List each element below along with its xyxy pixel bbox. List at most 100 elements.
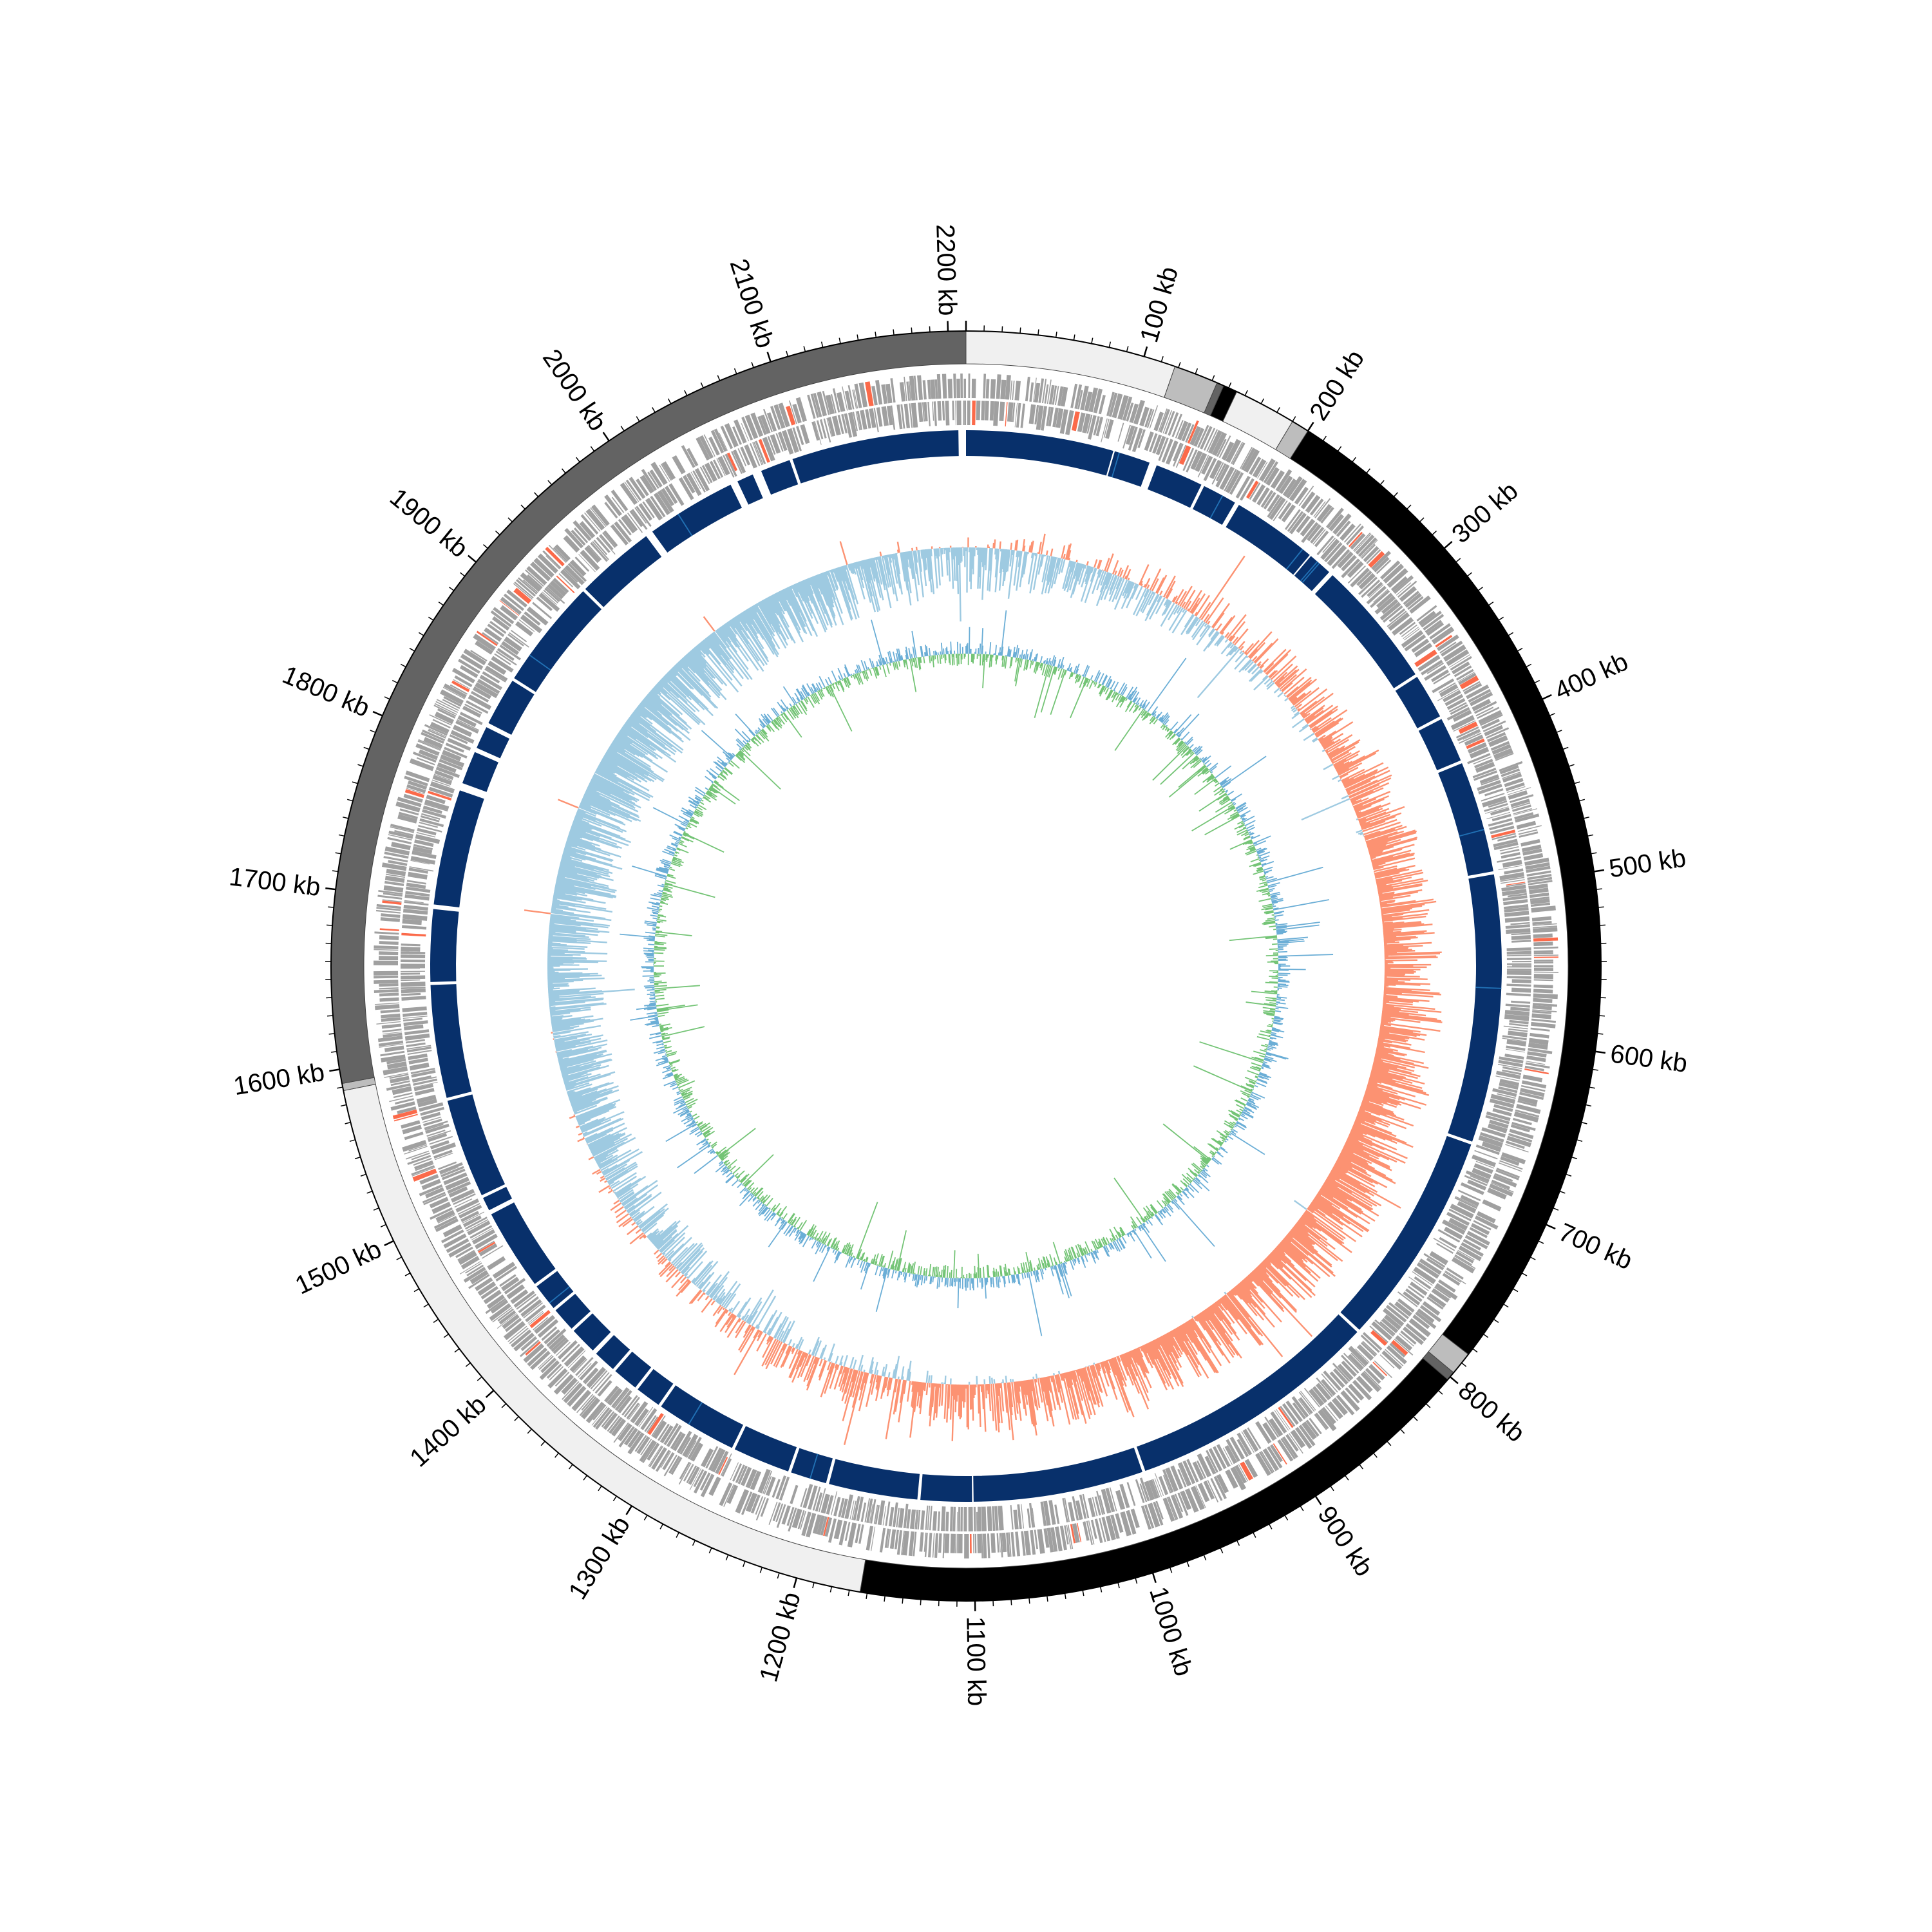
- gene-feature: [1068, 1502, 1075, 1522]
- gc-content-bar: [1041, 555, 1051, 595]
- gc-content-bar: [704, 638, 727, 666]
- gc-skew-bar: [1132, 692, 1140, 703]
- gene-feature: [918, 402, 923, 422]
- gc-content-bar: [1341, 777, 1350, 783]
- gc-content-bar: [910, 551, 919, 601]
- gene-feature: [510, 1329, 532, 1348]
- gene-feature: [410, 1068, 435, 1075]
- gene-feature: [860, 1502, 867, 1522]
- gc-content-bar: [1159, 1336, 1170, 1356]
- minor-tick: [1160, 356, 1164, 363]
- gene-feature: [1511, 1121, 1536, 1132]
- gene-feature: [1504, 1014, 1530, 1021]
- gene-feature: [530, 1350, 551, 1370]
- gc-content-bar: [1272, 1250, 1287, 1264]
- gene-feature: [1417, 1308, 1435, 1323]
- gene-feature: [731, 451, 743, 474]
- gc-skew-bar: [1098, 673, 1104, 684]
- gene-feature: [419, 749, 439, 761]
- minor-tick: [652, 407, 656, 413]
- gc-content-bar: [576, 811, 627, 833]
- gc-content-bar: [842, 1367, 849, 1385]
- gene-feature: [409, 758, 434, 772]
- gene-feature: [1439, 641, 1457, 654]
- gene-feature: [1499, 872, 1524, 880]
- gc-content-bar: [1171, 1329, 1200, 1378]
- gene-feature: [591, 504, 610, 526]
- gc-content-bar: [622, 1196, 637, 1207]
- gene-feature: [810, 393, 819, 418]
- gc-skew-bar: [1165, 730, 1172, 738]
- gc-content-bar: [1355, 1118, 1392, 1134]
- gene-feature: [1506, 882, 1526, 887]
- gene-feature: [404, 894, 430, 901]
- gc-content-bar: [649, 691, 688, 724]
- gene-feature: [1368, 1363, 1385, 1381]
- minor-tick: [777, 1573, 780, 1579]
- gc-content-bar: [746, 1315, 753, 1323]
- gene-feature: [395, 1098, 414, 1105]
- gc-content-bar: [1361, 1103, 1397, 1117]
- gc-content-bar: [569, 833, 583, 839]
- gc-skew-bar: [1077, 675, 1081, 683]
- gc-skew-bar: [980, 654, 981, 666]
- gc-content-bar: [1004, 1383, 1011, 1430]
- gc-content-bar: [838, 1366, 846, 1387]
- gc-content-bar: [585, 1126, 614, 1141]
- gc-content-bar: [1207, 632, 1220, 648]
- gc-skew-bar: [1141, 709, 1146, 715]
- gc-content-bar: [1373, 1061, 1397, 1069]
- gene-feature: [529, 1310, 551, 1329]
- alignment-block: [536, 1271, 574, 1309]
- gc-content-bar: [548, 989, 580, 994]
- gc-content-bar: [665, 1261, 671, 1267]
- gc-content-bar: [928, 549, 933, 580]
- gc-content-bar: [547, 972, 598, 976]
- gc-content-bar: [1146, 593, 1159, 616]
- gc-content-bar: [601, 759, 641, 782]
- gene-feature: [830, 1491, 838, 1515]
- gc-content-bar: [1095, 1363, 1108, 1397]
- gc-content-bar: [656, 1229, 677, 1249]
- gc-content-bar: [1377, 1042, 1425, 1054]
- gc-content-bar: [661, 677, 688, 703]
- gc-content-bar: [564, 848, 576, 854]
- gc-content-bar: [1221, 631, 1224, 636]
- gene-feature: [546, 1328, 567, 1347]
- gc-content-bar: [837, 567, 843, 582]
- minor-tick: [700, 382, 704, 388]
- gc-content-bar: [1210, 1305, 1233, 1335]
- gc-skew-bar: [1229, 811, 1238, 817]
- minor-tick: [465, 1362, 471, 1367]
- minor-tick: [366, 1190, 373, 1194]
- gc-content-bar: [679, 660, 690, 672]
- gc-content-bar: [1320, 737, 1333, 746]
- minor-tick: [418, 632, 424, 636]
- gene-feature: [1371, 551, 1391, 571]
- gc-content-bar: [1327, 745, 1345, 757]
- gene-feature: [1511, 960, 1531, 963]
- gc-content-bar: [1338, 762, 1363, 776]
- axis-tick-label: 1600 kb: [231, 1058, 327, 1101]
- gene-feature: [985, 379, 990, 399]
- gc-skew-bar: [1001, 656, 1003, 661]
- gc-skew-bar: [1108, 690, 1113, 699]
- gene-feature: [424, 1121, 448, 1130]
- gc-content-bar: [575, 1103, 613, 1119]
- gc-skew-bar: [1184, 741, 1186, 744]
- gc-content-bar: [694, 1264, 713, 1286]
- gc-content-bar: [564, 845, 614, 862]
- gc-content-bar: [554, 1033, 592, 1042]
- gc-content-bar: [1263, 649, 1287, 672]
- gc-content-bar: [1356, 1117, 1365, 1122]
- gc-skew-bar: [981, 645, 983, 654]
- minor-tick: [751, 362, 754, 368]
- gc-content-bar: [652, 1226, 673, 1245]
- gene-feature: [1287, 511, 1304, 533]
- gc-content-bar: [659, 680, 671, 692]
- gc-content-bar: [604, 754, 636, 773]
- gc-content-bar: [797, 1350, 800, 1355]
- gene-feature: [510, 1289, 529, 1305]
- gc-content-bar: [722, 1307, 725, 1311]
- gc-content-bar: [1321, 1186, 1363, 1213]
